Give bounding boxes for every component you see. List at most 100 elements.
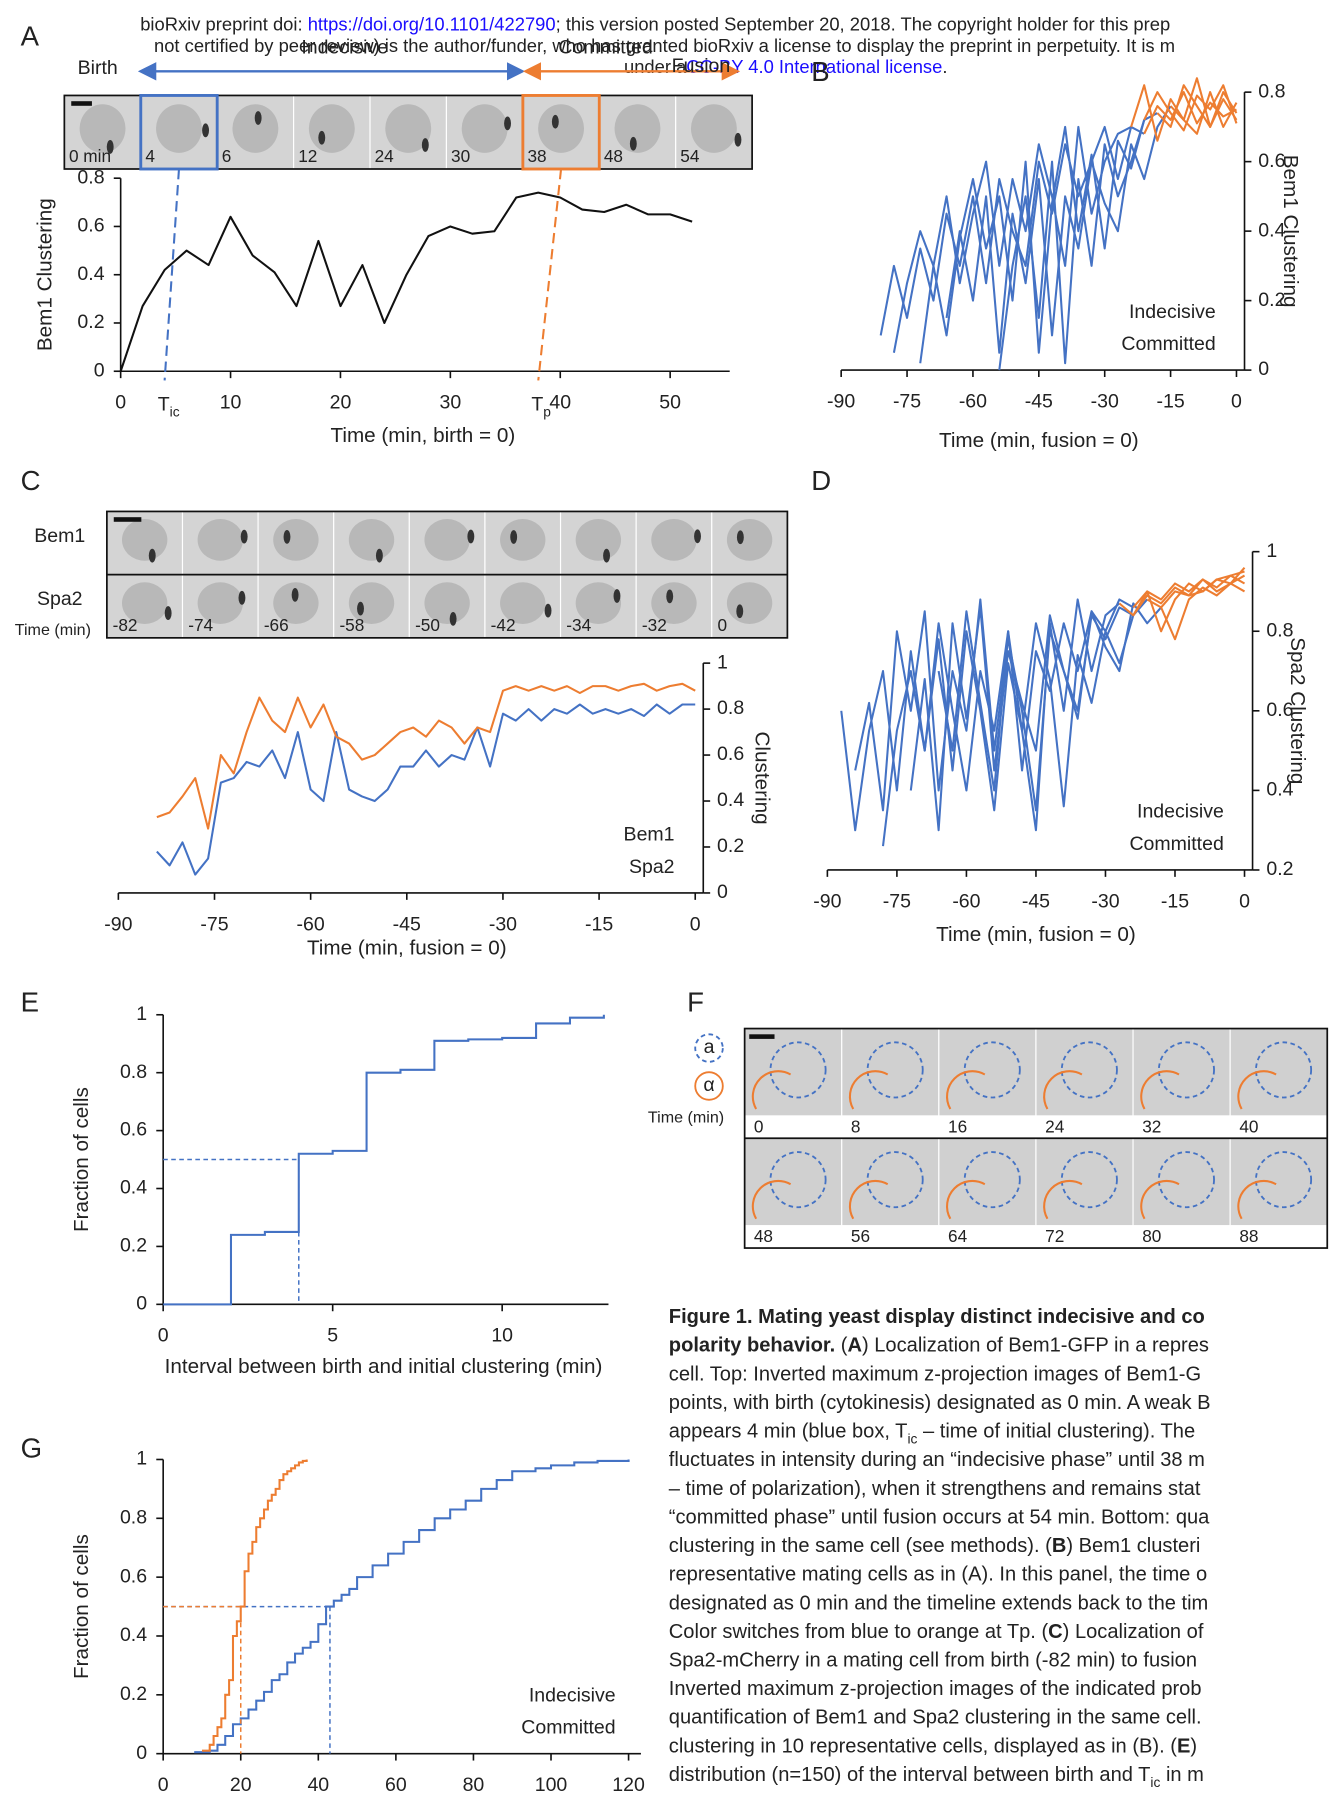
marker-symbol: T bbox=[158, 394, 170, 416]
marker-symbol: T bbox=[531, 394, 543, 416]
frame-time: 0 bbox=[718, 615, 728, 635]
caption-line: – time of polarization), when it strengt… bbox=[669, 1478, 1201, 1500]
x-tick-label: -75 bbox=[893, 390, 921, 412]
label-band bbox=[1230, 1225, 1328, 1249]
frame-time: 80 bbox=[1142, 1226, 1161, 1246]
frame-time: 40 bbox=[1239, 1117, 1258, 1137]
frame-time: 8 bbox=[851, 1117, 861, 1137]
caption-line: clustering in the same cell (see methods… bbox=[669, 1535, 1201, 1557]
data-line bbox=[881, 598, 1121, 847]
caption-line: “committed phase” until fusion occurs at… bbox=[669, 1507, 1210, 1529]
row-label: Spa2 bbox=[37, 588, 83, 610]
caption-line: representative mating cells as in (A). I… bbox=[669, 1564, 1207, 1586]
polarity-spot bbox=[629, 136, 637, 151]
data-line bbox=[1132, 566, 1246, 616]
row-label: Bem1 bbox=[34, 525, 85, 547]
cell bbox=[690, 104, 737, 153]
caption-line: Inverted maximum z-projection images of … bbox=[669, 1678, 1202, 1700]
y-tick-label: 0.4 bbox=[77, 263, 104, 285]
caption-text: Color switches from blue to orange at Tp… bbox=[669, 1621, 1049, 1643]
x-tick-label: 50 bbox=[659, 392, 681, 414]
frame-time: -66 bbox=[264, 615, 289, 635]
x-tick-label: -30 bbox=[1091, 390, 1119, 412]
y-tick-label: 0.6 bbox=[77, 215, 104, 237]
partner-outline bbox=[1237, 1070, 1277, 1110]
caption-line: designated as 0 min and the timeline ext… bbox=[669, 1593, 1209, 1615]
y-tick-label: 0 bbox=[94, 359, 105, 381]
polarity-spot bbox=[736, 530, 744, 545]
caption-text: ) Localization of bbox=[1063, 1621, 1204, 1643]
partner-outline bbox=[1140, 1179, 1180, 1220]
preprint-line: bioRxiv preprint doi: https://doi.org/10… bbox=[140, 13, 1170, 34]
y-axis-label: Bem1 Clustering bbox=[1279, 155, 1302, 308]
x-tick-label: 0 bbox=[115, 392, 126, 414]
y-tick-label: 0.6 bbox=[1258, 150, 1285, 172]
cell bbox=[726, 519, 773, 561]
y-axis-label: Clustering bbox=[750, 732, 773, 825]
frame-time: 56 bbox=[851, 1226, 870, 1246]
frame-time: 12 bbox=[298, 146, 317, 166]
license-link[interactable]: CC-BY 4.0 International license bbox=[686, 56, 942, 77]
frame-time: 24 bbox=[1045, 1117, 1065, 1137]
polarity-spot bbox=[694, 529, 701, 544]
caption-line: appears 4 min (blue box, Tic – time of i… bbox=[669, 1421, 1195, 1447]
y-tick-label: 0.4 bbox=[120, 1177, 147, 1199]
x-tick-label: -15 bbox=[1161, 890, 1189, 912]
x-tick-label: 10 bbox=[491, 1325, 513, 1347]
y-tick-label: 0.4 bbox=[120, 1624, 147, 1646]
x-tick-label: 40 bbox=[307, 1774, 329, 1796]
polarity-spot bbox=[238, 590, 246, 605]
polarity-spot bbox=[734, 132, 742, 147]
row-label: Time (min) bbox=[648, 1108, 724, 1126]
label-band bbox=[938, 1225, 1036, 1249]
caption-line: Color switches from blue to orange at Tp… bbox=[669, 1621, 1204, 1643]
partner-outline bbox=[751, 1070, 792, 1110]
label-band bbox=[1230, 1115, 1328, 1139]
cell bbox=[121, 519, 168, 561]
data-line bbox=[1143, 84, 1238, 132]
label-band bbox=[938, 1115, 1036, 1139]
polarity-spot bbox=[666, 589, 674, 604]
caption-text: “committed phase” until fusion occurs at… bbox=[669, 1507, 1210, 1529]
frame-time: 88 bbox=[1239, 1226, 1258, 1246]
x-tick-label: -30 bbox=[489, 913, 517, 935]
x-tick-label: -45 bbox=[393, 913, 421, 935]
doi-link[interactable]: https://doi.org/10.1101/422790 bbox=[308, 13, 556, 34]
x-tick-label: -60 bbox=[297, 913, 325, 935]
partner-outline bbox=[751, 1179, 792, 1220]
y-tick-label: 0.4 bbox=[717, 789, 744, 811]
x-tick-label: 20 bbox=[230, 1774, 252, 1796]
y-axis-label: Spa2 Clustering bbox=[1286, 637, 1309, 784]
data-line bbox=[1132, 570, 1245, 609]
caption-text: points, with birth (cytokinesis) designa… bbox=[669, 1392, 1211, 1414]
annotation: Committed bbox=[558, 36, 652, 58]
cell bbox=[156, 104, 202, 153]
marker-label: Tic bbox=[158, 394, 180, 420]
frame-time: 32 bbox=[1142, 1117, 1161, 1137]
polarity-spot bbox=[551, 114, 559, 129]
polarity-spot bbox=[318, 130, 326, 145]
label-band bbox=[1035, 1115, 1134, 1139]
legend-label: Committed bbox=[521, 1717, 615, 1739]
polarity-spot bbox=[291, 588, 299, 602]
y-tick-label: 0.8 bbox=[717, 697, 744, 719]
caption-text: B bbox=[1052, 1535, 1067, 1557]
polarity-spot bbox=[544, 603, 552, 618]
cell bbox=[121, 582, 168, 624]
scale-bar bbox=[71, 101, 92, 106]
caption-text: fluctuates in intensity during an “indec… bbox=[669, 1450, 1205, 1472]
frame-time: -74 bbox=[188, 615, 213, 635]
frame-time: 54 bbox=[680, 146, 700, 166]
cell-outline bbox=[1157, 1041, 1215, 1099]
x-tick-label: -75 bbox=[883, 890, 911, 912]
caption-text: E bbox=[1177, 1736, 1190, 1758]
x-tick-label: -90 bbox=[104, 913, 132, 935]
y-tick-label: 0.8 bbox=[77, 166, 104, 188]
frame-time: 24 bbox=[375, 146, 395, 166]
cell bbox=[500, 519, 546, 561]
cell bbox=[461, 104, 508, 153]
label-band bbox=[1035, 1225, 1134, 1249]
caption-text: – time of initial clustering). The bbox=[917, 1421, 1195, 1443]
caption-text: C bbox=[1048, 1621, 1063, 1643]
cell bbox=[726, 582, 773, 624]
